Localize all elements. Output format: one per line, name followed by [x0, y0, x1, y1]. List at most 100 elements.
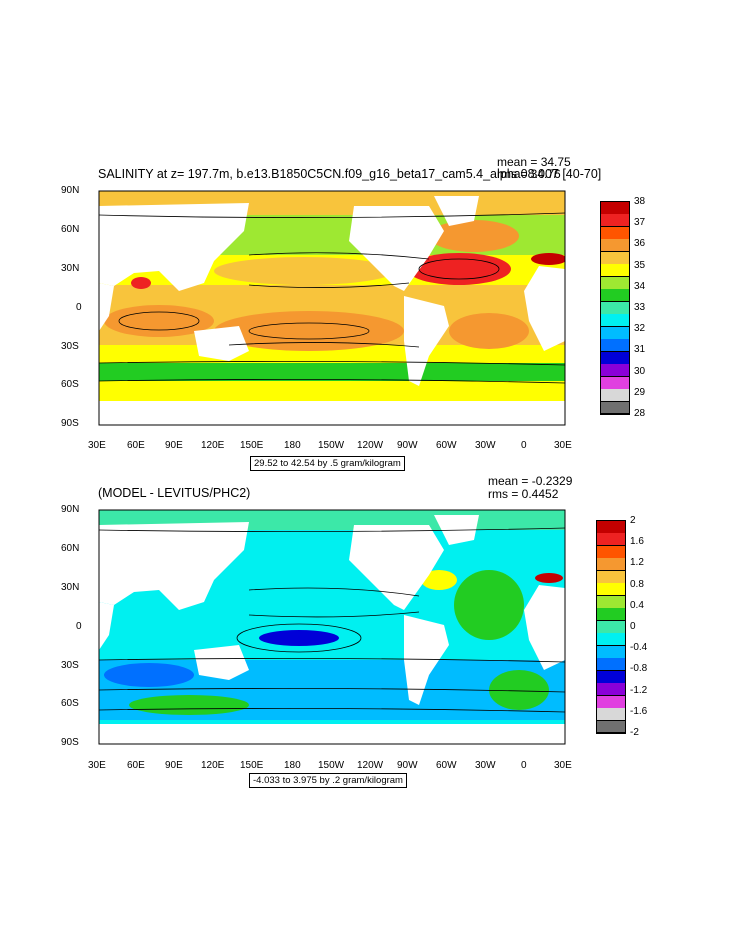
top-rms-label: rms = 34.76 — [497, 167, 561, 181]
top-lat-60n: 60N — [61, 224, 80, 235]
bottom-colorbar-swatch — [597, 683, 625, 697]
bottom-colorbar-swatch — [597, 545, 625, 559]
land-africa — [99, 283, 114, 331]
bottom-colorbar-swatch — [597, 645, 625, 659]
bottom-lat-60n: 60N — [61, 543, 80, 554]
bottom-colorbar-swatch — [597, 670, 625, 684]
top-lat-0: 0 — [76, 302, 82, 313]
bottom-colorbar-label: 0.4 — [630, 599, 644, 611]
bottom-range-label: -4.033 to 3.975 by .2 gram/kilogram — [249, 773, 407, 788]
bottom-lat-90n: 90N — [61, 504, 80, 515]
bottom-colorbar-swatch — [597, 533, 625, 547]
indian-neg — [104, 663, 194, 687]
top-colorbar-label: 28 — [634, 408, 646, 419]
mediterranean — [531, 253, 565, 265]
south-indian-green — [129, 695, 249, 715]
top-colorbar-swatch — [601, 289, 629, 303]
bottom-lon-90e: 90E — [165, 760, 183, 771]
bottom-colorbar-label: -2 — [630, 727, 639, 738]
bottom-colorbar-swatch — [597, 620, 625, 634]
bottom-lon-150w: 150W — [318, 760, 345, 771]
bottom-colorbar-swatch — [597, 521, 625, 534]
land-antarctica — [99, 405, 565, 425]
bottom-colorbar-swatch — [597, 658, 625, 672]
top-colorbar-swatch — [601, 251, 629, 265]
south-atlantic-pos — [489, 670, 549, 710]
bottom-lat-30n: 30N — [61, 582, 80, 593]
land-greenland — [434, 196, 479, 226]
land-south-america — [404, 296, 449, 386]
band-antarctic — [99, 381, 565, 401]
top-colorbar-swatch — [601, 301, 629, 315]
top-range-label: 29.52 to 42.54 by .5 gram/kilogram — [250, 456, 405, 471]
bottom-colorbar-label: 0.8 — [630, 578, 644, 590]
top-colorbar-swatch — [601, 376, 629, 390]
top-lon-90w: 90W — [397, 440, 418, 451]
bottom-mean-label: mean = -0.2329 — [488, 474, 573, 488]
bottom-colorbar-label: 0 — [630, 621, 636, 632]
top-colorbar-label: 30 — [634, 365, 646, 377]
top-lon-150w: 150W — [318, 440, 345, 451]
bottom-colorbar-swatch — [597, 595, 625, 609]
bottom-colorbar-label: -0.4 — [630, 642, 648, 654]
tropical-pacific-low — [259, 630, 339, 646]
top-lon-30w: 30W — [475, 440, 496, 451]
land-north-america — [349, 206, 444, 291]
top-colorbar-swatch — [601, 239, 629, 253]
bottom-lon-180: 180 — [284, 760, 301, 771]
bottom-colorbar-swatch — [597, 583, 625, 597]
bottom-lat-90s: 90S — [61, 737, 79, 748]
top-map — [98, 190, 566, 426]
top-lat-60s: 60S — [61, 379, 79, 390]
top-colorbar-label: 38 — [634, 196, 646, 207]
top-colorbar-swatch — [601, 202, 629, 215]
bottom-colorbar-swatch — [597, 708, 625, 722]
gulf-stream — [421, 570, 457, 590]
top-lon-30e-right: 30E — [554, 440, 572, 451]
top-lat-30n: 30N — [61, 263, 80, 274]
top-colorbar-swatch — [601, 276, 629, 290]
mediterranean-pos — [535, 573, 563, 583]
bottom-lat-0: 0 — [76, 621, 82, 632]
bottom-colorbar-swatch — [597, 633, 625, 647]
bottom-colorbar-swatch — [597, 695, 625, 709]
bottom-lat-30s: 30S — [61, 660, 79, 671]
land-australia — [194, 326, 249, 361]
bottom-lon-120w: 120W — [357, 760, 384, 771]
bottom-colorbar-swatch — [597, 608, 625, 622]
bottom-lon-150e: 150E — [240, 760, 264, 771]
top-colorbar-label: 31 — [634, 344, 646, 356]
subpolar-north-atlantic — [429, 220, 519, 252]
land-asia-eurasia — [99, 203, 249, 291]
bottom-lat-60s: 60S — [61, 698, 79, 709]
top-colorbar-swatch — [601, 264, 629, 278]
top-lon-120w: 120W — [357, 440, 384, 451]
bottom-colorbar-label: -0.8 — [630, 663, 648, 675]
bottom-colorbar-swatch — [597, 558, 625, 572]
top-lon-180: 180 — [284, 440, 301, 451]
top-colorbar-label: 34 — [634, 280, 646, 292]
bottom-panel-title: (MODEL - LEVITUS/PHC2) — [98, 486, 251, 500]
top-colorbar-swatch — [601, 339, 629, 353]
arabian-sea — [131, 277, 151, 289]
top-lat-90n: 90N — [61, 185, 80, 196]
top-lon-60w: 60W — [436, 440, 457, 451]
top-lon-0: 0 — [521, 440, 527, 451]
top-colorbar-label: 32 — [634, 323, 646, 335]
bottom-colorbar-label: 1.6 — [630, 536, 644, 548]
bottom-colorbar — [596, 520, 626, 734]
top-colorbar — [600, 201, 630, 415]
bottom-colorbar-label: -1.2 — [630, 684, 648, 696]
top-colorbar-swatch — [601, 214, 629, 228]
top-lon-120e: 120E — [201, 440, 225, 451]
top-lon-150e: 150E — [240, 440, 264, 451]
bottom-lon-90w: 90W — [397, 760, 418, 771]
bottom-lon-30e: 30E — [88, 760, 106, 771]
bottom-colorbar-label: 1.2 — [630, 557, 644, 569]
bottom-colorbar-swatch — [597, 570, 625, 584]
top-colorbar-swatch — [601, 326, 629, 340]
bottom-lon-30w: 30W — [475, 760, 496, 771]
top-lon-90e: 90E — [165, 440, 183, 451]
top-colorbar-label: 33 — [634, 302, 646, 313]
top-colorbar-swatch — [601, 351, 629, 365]
